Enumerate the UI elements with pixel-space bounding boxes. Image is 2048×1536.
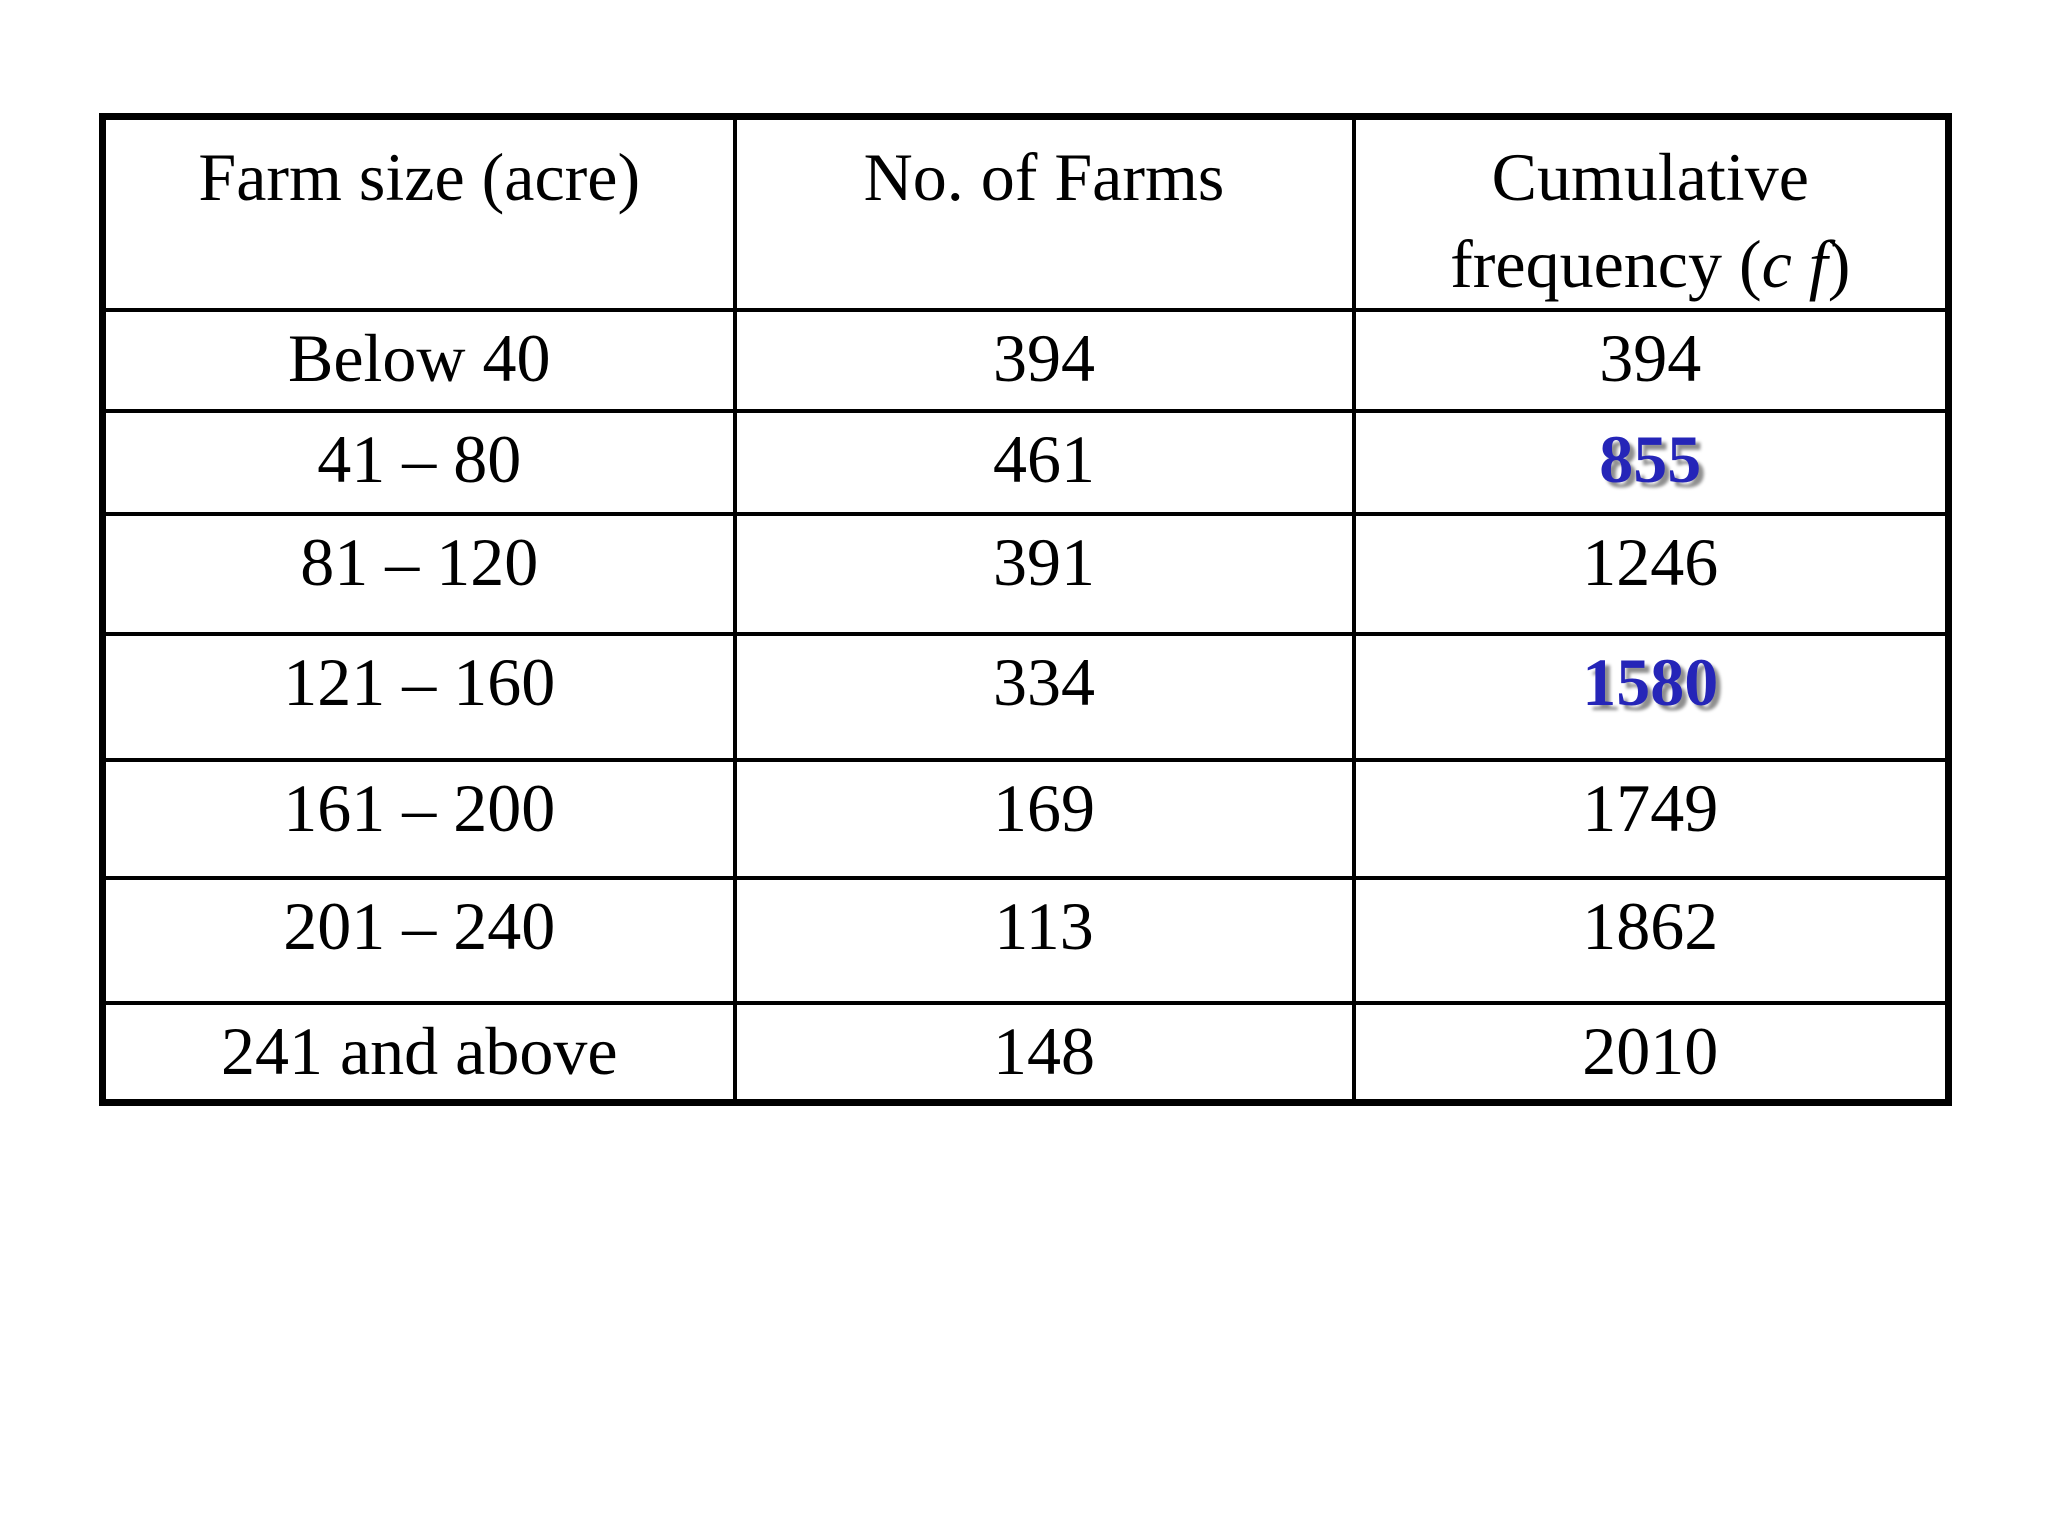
farm-size-cell: Below 40 bbox=[100, 308, 737, 414]
table-row: Below 40 394 394 bbox=[100, 308, 1951, 414]
header-farm-size: Farm size (acre) bbox=[100, 114, 737, 313]
no-of-farms-cell: 394 bbox=[732, 308, 1356, 414]
farm-size-cell: 201 – 240 bbox=[100, 876, 737, 1006]
table-row: 81 – 120 391 1246 bbox=[100, 512, 1951, 637]
no-of-farms-cell: 169 bbox=[732, 758, 1356, 881]
no-of-farms-cell: 334 bbox=[732, 632, 1356, 763]
cumulative-frequency-cell: 1246 bbox=[1351, 512, 1951, 637]
no-of-farms-cell: 113 bbox=[732, 876, 1356, 1006]
no-of-farms-cell: 391 bbox=[732, 512, 1356, 637]
header-cf-line1: Cumulative bbox=[1491, 139, 1809, 215]
table-header-row: Farm size (acre) No. of Farms Cumulative… bbox=[100, 114, 1951, 313]
table-row: 201 – 240 113 1862 bbox=[100, 876, 1951, 1006]
header-cf-line2-suffix: ) bbox=[1827, 226, 1851, 303]
table-row: 41 – 80 461 855 bbox=[100, 409, 1951, 517]
farm-size-cell: 81 – 120 bbox=[100, 512, 737, 637]
table-row: 121 – 160 334 1580 bbox=[100, 632, 1951, 763]
no-of-farms-cell: 148 bbox=[732, 1001, 1356, 1105]
farm-size-cell: 241 and above bbox=[100, 1001, 737, 1105]
farm-size-cell: 121 – 160 bbox=[100, 632, 737, 763]
cumulative-frequency-cell: 1862 bbox=[1351, 876, 1951, 1006]
cumulative-frequency-table: Farm size (acre) No. of Farms Cumulative… bbox=[99, 113, 1952, 1107]
header-cf-line2-prefix: frequency ( bbox=[1450, 226, 1762, 303]
header-cf-abbrev: c f bbox=[1761, 226, 1828, 303]
cumulative-frequency-cell: 1749 bbox=[1351, 758, 1951, 881]
header-cumulative-frequency: Cumulative frequency (c f) bbox=[1351, 114, 1951, 313]
no-of-farms-cell: 461 bbox=[732, 409, 1356, 517]
table-row: 161 – 200 169 1749 bbox=[100, 758, 1951, 881]
farm-size-cell: 161 – 200 bbox=[100, 758, 737, 881]
cumulative-frequency-cell-highlighted: 855 bbox=[1351, 409, 1951, 517]
farm-size-cell: 41 – 80 bbox=[100, 409, 737, 517]
header-no-of-farms: No. of Farms bbox=[732, 114, 1356, 313]
cumulative-frequency-cell: 394 bbox=[1351, 308, 1951, 414]
cumulative-frequency-cell-highlighted: 1580 bbox=[1351, 632, 1951, 763]
cumulative-frequency-cell: 2010 bbox=[1351, 1001, 1951, 1105]
table-row: 241 and above 148 2010 bbox=[100, 1001, 1951, 1105]
